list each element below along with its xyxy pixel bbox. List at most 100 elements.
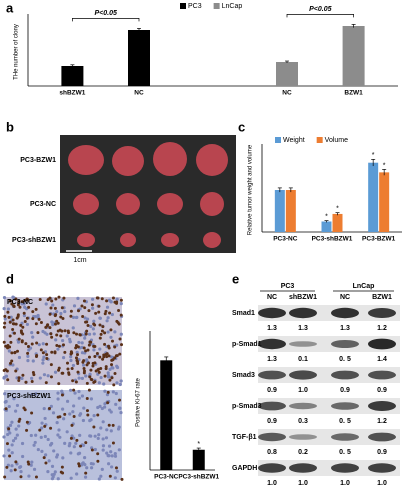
- nucleus: [37, 343, 41, 347]
- nucleus: [93, 354, 97, 358]
- band: [331, 402, 359, 410]
- nucleus: [108, 311, 112, 315]
- nucleus: [75, 315, 79, 319]
- nucleus: [68, 337, 72, 341]
- nucleus: [26, 344, 30, 348]
- nucleus: [83, 462, 87, 467]
- nucleus: [30, 411, 34, 415]
- band-value: 1.3: [267, 356, 277, 363]
- nucleus: [57, 428, 61, 432]
- nucleus: [22, 314, 27, 318]
- nucleus: [87, 388, 91, 392]
- nucleus: [6, 378, 10, 382]
- nucleus: [55, 453, 60, 457]
- nucleus: [60, 465, 64, 469]
- nucleus: [31, 310, 35, 314]
- nucleus: [80, 394, 85, 398]
- nucleus: [7, 349, 11, 353]
- nucleus: [86, 348, 90, 352]
- nucleus: [84, 441, 88, 445]
- tumor: [196, 144, 228, 176]
- nucleus: [11, 439, 16, 443]
- nucleus: [107, 454, 111, 458]
- nucleus: [109, 300, 113, 304]
- nucleus: [20, 300, 24, 304]
- nucleus: [44, 381, 48, 385]
- panel-letter: d: [6, 271, 14, 286]
- nucleus: [110, 465, 114, 469]
- nucleus: [52, 449, 56, 453]
- nucleus: [12, 397, 16, 401]
- nucleus: [5, 465, 9, 469]
- nucleus: [39, 348, 43, 352]
- band-value: 0.9: [340, 387, 350, 394]
- nucleus: [4, 368, 8, 372]
- nucleus: [98, 347, 102, 351]
- nucleus: [2, 325, 6, 329]
- nucleus: [69, 355, 73, 359]
- nucleus: [6, 307, 10, 311]
- nucleus: [75, 332, 79, 336]
- nucleus: [4, 374, 9, 378]
- nucleus: [98, 355, 102, 359]
- nucleus: [69, 476, 73, 480]
- nucleus: [9, 315, 13, 319]
- band: [258, 338, 286, 350]
- nucleus: [60, 329, 64, 333]
- nucleus: [61, 317, 65, 321]
- nucleus: [103, 374, 107, 378]
- nucleus: [81, 314, 85, 318]
- nucleus: [3, 475, 7, 479]
- nucleus: [67, 331, 71, 335]
- nucleus: [10, 351, 14, 355]
- nucleus: [93, 434, 97, 438]
- nucleus: [16, 303, 20, 307]
- nucleus: [26, 351, 30, 355]
- nucleus: [49, 375, 53, 379]
- band-value: 0.9: [377, 387, 387, 394]
- blot-strip: [258, 429, 400, 445]
- nucleus: [63, 441, 67, 445]
- nucleus: [26, 354, 30, 358]
- annotation: *: [325, 214, 328, 221]
- nucleus: [10, 451, 14, 455]
- nucleus: [111, 441, 115, 445]
- nucleus: [47, 459, 51, 463]
- nucleus: [85, 466, 89, 470]
- nucleus: [65, 334, 69, 338]
- bar: [160, 360, 173, 470]
- nucleus: [97, 477, 101, 481]
- nucleus: [71, 326, 75, 330]
- nucleus: [104, 367, 108, 371]
- nucleus: [68, 412, 72, 416]
- nucleus: [87, 355, 91, 359]
- nucleus: [82, 371, 86, 375]
- nucleus: [100, 329, 104, 333]
- nucleus: [7, 315, 11, 319]
- nucleus: [33, 440, 37, 445]
- nucleus: [109, 335, 113, 339]
- nucleus: [14, 409, 18, 413]
- nucleus: [105, 319, 109, 323]
- nucleus: [94, 311, 98, 315]
- nucleus: [55, 421, 59, 425]
- nucleus: [56, 347, 60, 351]
- nucleus: [89, 418, 93, 422]
- nucleus: [18, 305, 22, 309]
- nucleus: [3, 400, 7, 404]
- blot-strip: [258, 398, 400, 414]
- nucleus: [3, 321, 7, 325]
- band-value: 1.3: [267, 325, 277, 332]
- band-value: 0. 5: [339, 449, 351, 456]
- nucleus: [92, 413, 96, 418]
- band: [258, 401, 286, 411]
- nucleus: [26, 359, 30, 363]
- nucleus: [99, 375, 103, 380]
- nucleus: [97, 433, 101, 437]
- nucleus: [91, 327, 95, 331]
- nucleus: [110, 312, 114, 317]
- nucleus: [103, 342, 107, 346]
- nucleus: [50, 335, 54, 339]
- nucleus: [86, 413, 90, 417]
